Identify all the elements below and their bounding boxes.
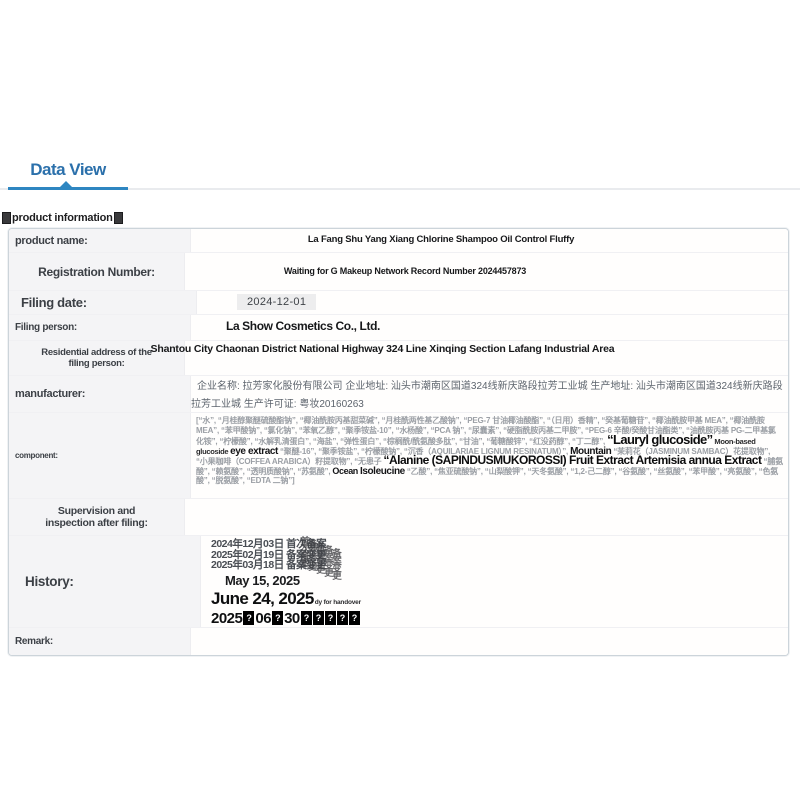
- row-remark: Remark:: [9, 627, 788, 655]
- row-history: History: 2024年12月03日 首次备案 2025年02月19日 备案变…: [9, 536, 788, 628]
- component-segment: eye extract: [230, 445, 278, 457]
- product-name-text: La Fang Shu Yang Xiang Chlorine Shampoo …: [307, 234, 575, 245]
- tofu-box: ?: [348, 611, 360, 625]
- component-segment: “脯氨酸”, “赖氨酸”, “透明质酸钠”, “苏氨酸”,: [196, 457, 783, 476]
- component-segment: [“水”, “月桂醇聚醚硫酸酯钠”, “椰油酰胺丙基甜菜碱”, “月桂酰两性基乙…: [196, 416, 776, 446]
- value-component: [“水”, “月桂醇聚醚硫酸酯钠”, “椰油酰胺丙基甜菜碱”, “月桂酰两性基乙…: [191, 413, 788, 498]
- section-title-text: product information: [12, 212, 113, 224]
- tofu-bracket-open: [2, 212, 11, 224]
- row-filing-date: Filing date: 2024-12-01: [9, 291, 788, 315]
- filing-date-text: 2024-12-01: [237, 294, 317, 310]
- history-block: 2024年12月03日 首次备案 2025年02月19日 备案变更 2025年03月…: [201, 536, 788, 627]
- label-remark: Remark:: [9, 627, 191, 655]
- tab-data-view-label: Data View: [30, 160, 106, 179]
- label-component: component:: [9, 413, 191, 498]
- section-title: product information: [2, 212, 123, 224]
- residential-address-text: Shantou City Chaonan District National H…: [150, 343, 615, 355]
- component-value: [“水”, “月桂醇聚醚硫酸酯钠”, “椰油酰胺丙基甜菜碱”, “月桂酰两性基乙…: [191, 413, 788, 488]
- component-segment: Isoleucine: [359, 465, 405, 477]
- history-entry: 2025年03月18日 备案变更: [211, 559, 327, 571]
- filing-person-text: La Show Cosmetics Co., Ltd.: [226, 319, 380, 333]
- history-date-may: May 15, 2025: [225, 572, 300, 588]
- history-date-june: June 24, 2025dy for handover: [211, 588, 361, 608]
- component-segment: “茉莉花（JASMINUM SAMBAC）花提取物”, “小果咖啡（COFFEA…: [196, 446, 771, 467]
- label-history: History:: [9, 536, 201, 627]
- tofu-box: ?: [300, 611, 312, 625]
- product-info-table: product name: La Fang Shu Yang Xiang Chl…: [8, 228, 789, 656]
- label-filing-person: Filing person:: [9, 315, 191, 340]
- label-supervision: Supervision and inspection after filing:: [9, 499, 185, 535]
- tofu-line-text: 30: [284, 609, 300, 627]
- component-segment: “聚醚-16”, “聚季铵盐”, “柠檬酸钠”, “沉香（AQUILARIAE …: [277, 446, 571, 456]
- history-handover-note: dy for handover: [314, 598, 361, 606]
- tofu-box: ?: [312, 611, 324, 625]
- tofu-line-text: 2025: [211, 609, 243, 627]
- row-manufacturer: manufacturer: 企业名称: 拉芳家化股份有限公司 企业地址: 汕头市…: [9, 376, 788, 413]
- component-segment: “乙酸”, “焦亚硫酸钠”, “山梨酸钾”, “天冬氨酸”, “1,2-己二醇”…: [196, 466, 779, 486]
- label-filing-date: Filing date:: [9, 291, 197, 314]
- label-manufacturer: manufacturer:: [9, 376, 191, 412]
- tofu-box: ?: [336, 611, 348, 625]
- tofu-box: ?: [324, 611, 336, 625]
- manufacturer-text: 企业名称: 拉芳家化股份有限公司 企业地址: 汕头市潮南区国道324线新庆路段拉…: [191, 381, 783, 410]
- tab-data-view[interactable]: Data View: [8, 160, 128, 190]
- row-supervision: Supervision and inspection after filing:: [9, 499, 788, 536]
- label-residential-address: Residential address of the filing person…: [9, 341, 185, 375]
- tofu-line-text: 06: [255, 609, 272, 627]
- row-registration-number: Registration Number: Waiting for G Makeu…: [9, 253, 788, 291]
- value-remark: [191, 628, 788, 655]
- row-filing-person: Filing person: La Show Cosmetics Co., Lt…: [9, 315, 788, 341]
- component-segment: “Alanine (SAPINDUSMUKOROSSI) Fruit Extra…: [383, 453, 762, 467]
- component-segment: Mountain: [570, 445, 612, 457]
- label-product-name: product name:: [9, 229, 191, 252]
- history-entries: 2024年12月03日 首次备案 2025年02月19日 备案变更 2025年03月…: [211, 539, 788, 571]
- value-product-name: La Fang Shu Yang Xiang Chlorine Shampoo …: [191, 229, 788, 252]
- value-residential-address: Shantou City Chaonan District National H…: [151, 341, 788, 375]
- history-tofu-line: 2025? 06? 30?????: [211, 610, 788, 627]
- label-registration-number: Registration Number:: [9, 253, 185, 290]
- component-segment: Moon-based glucoside: [196, 437, 756, 456]
- value-manufacturer: 企业名称: 拉芳家化股份有限公司 企业地址: 汕头市潮南区国道324线新庆路段拉…: [191, 376, 788, 412]
- value-filing-person: La Show Cosmetics Co., Ltd.: [191, 315, 788, 340]
- history-entry: 2024年12月03日 首次备案: [211, 538, 327, 550]
- component-segment: “Lauryl glucoside”: [607, 432, 713, 447]
- tofu-bracket-close: [113, 212, 123, 224]
- value-supervision: [185, 499, 788, 535]
- value-filing-date: 2024-12-01: [197, 291, 788, 314]
- tofu-box: ?: [243, 611, 255, 625]
- row-product-name: product name: La Fang Shu Yang Xiang Chl…: [9, 229, 788, 253]
- registration-number-text: Waiting for G Makeup Network Record Numb…: [283, 266, 527, 276]
- value-registration-number: Waiting for G Makeup Network Record Numb…: [185, 253, 788, 290]
- row-component: component: [“水”, “月桂醇聚醚硫酸酯钠”, “椰油酰胺丙基甜菜碱…: [9, 413, 788, 499]
- component-segment: Ocean: [332, 465, 358, 476]
- tab-bar: Data View: [0, 160, 800, 190]
- value-history: 2024年12月03日 首次备案 2025年02月19日 备案变更 2025年03月…: [201, 536, 788, 627]
- history-entry: 2025年02月19日 备案变更: [211, 548, 327, 561]
- tofu-box: ?: [272, 611, 284, 625]
- row-residential-address: Residential address of the filing person…: [9, 341, 788, 376]
